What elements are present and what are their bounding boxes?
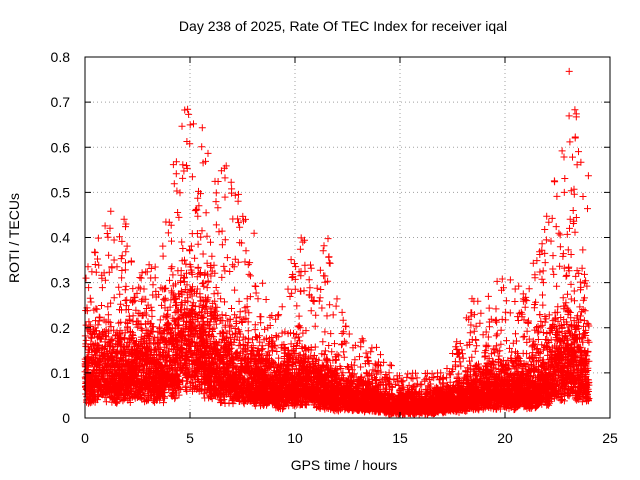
y-tick-label: 0.1 [51,365,71,381]
x-tick-label: 25 [602,430,618,446]
y-tick-label: 0.3 [51,275,71,291]
y-axis-label: ROTI / TECUs [6,193,22,283]
y-tick-label: 0.2 [51,320,71,336]
x-axis-label: GPS time / hours [291,457,398,473]
chart-title: Day 238 of 2025, Rate Of TEC Index for r… [179,18,507,34]
y-tick-label: 0 [62,410,70,426]
axis-ticks: 0 5 10 15 20 25 0 0.1 0.2 0.3 0.4 0.5 0.6 0.7 0.8 [51,49,618,446]
data-points [81,67,593,418]
x-tick-label: 20 [497,430,513,446]
x-tick-label: 15 [392,430,408,446]
y-tick-label: 0.6 [51,139,71,155]
x-tick-label: 5 [186,430,194,446]
y-tick-label: 0.7 [51,94,71,110]
y-tick-label: 0.5 [51,184,71,200]
x-tick-label: 10 [287,430,303,446]
x-tick-label: 0 [81,430,89,446]
y-tick-label: 0.8 [51,49,71,65]
roti-point-markers [81,67,593,418]
y-tick-label: 0.4 [51,230,71,246]
